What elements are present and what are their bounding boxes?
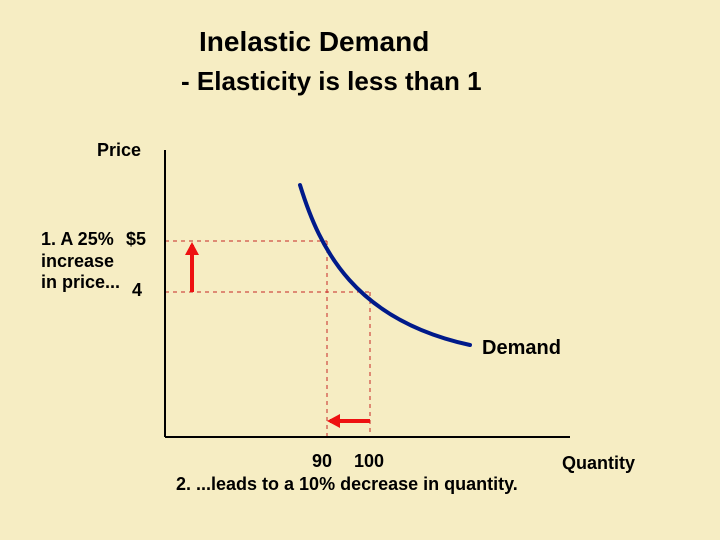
x-tick-100: 100 [354,451,384,472]
quantity-annotation: 2. ...leads to a 10% decrease in quantit… [176,474,518,495]
y-axis-label: Price [97,140,141,161]
price-annotation-l1: 1. A 25% [41,229,120,251]
slide: Inelastic Demand - Elasticity is less th… [0,0,720,540]
x-tick-90: 90 [312,451,332,472]
demand-label: Demand [482,337,561,360]
y-tick-4: 4 [132,280,142,301]
slide-subtitle: - Elasticity is less than 1 [181,66,482,97]
x-axis-label: Quantity [562,453,635,474]
y-tick-5: $5 [126,229,146,250]
slide-title: Inelastic Demand [199,26,429,58]
price-annotation: 1. A 25% increase in price... [41,229,120,294]
price-annotation-l2: increase [41,251,120,273]
price-annotation-l3: in price... [41,272,120,294]
